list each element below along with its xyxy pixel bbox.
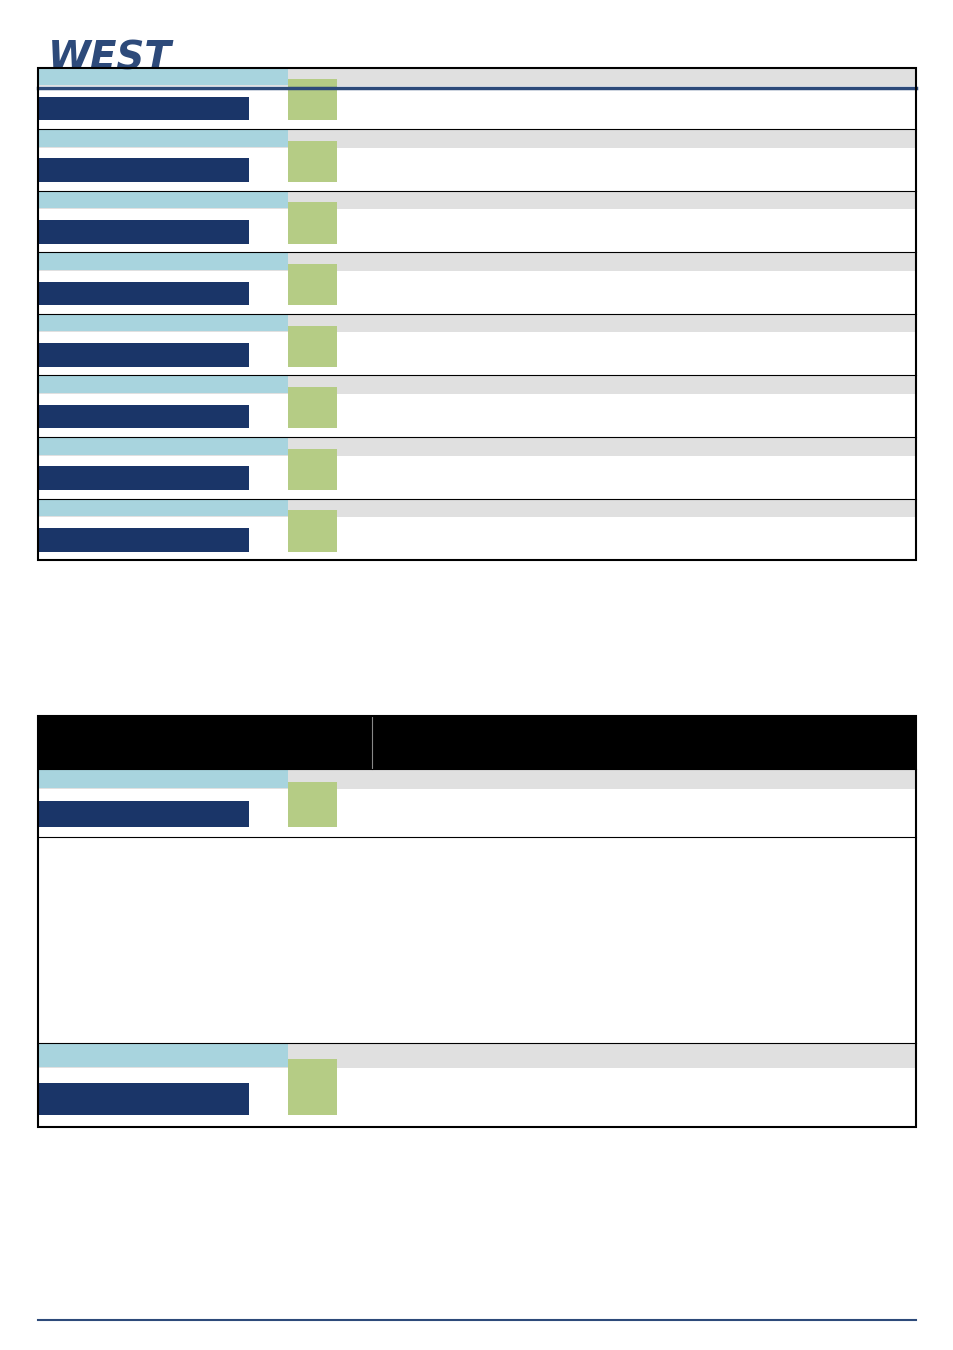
Bar: [38, 837, 915, 1042]
Bar: [38, 1044, 288, 1066]
Bar: [38, 315, 915, 332]
Bar: [38, 343, 249, 367]
Bar: [288, 782, 336, 828]
Bar: [38, 790, 915, 837]
Bar: [38, 220, 249, 243]
Bar: [38, 1068, 915, 1127]
Bar: [38, 190, 915, 209]
Bar: [38, 377, 288, 393]
Bar: [38, 209, 915, 252]
Bar: [38, 769, 288, 788]
Bar: [38, 455, 915, 498]
Bar: [38, 282, 249, 305]
Bar: [38, 716, 915, 1127]
Bar: [38, 97, 249, 120]
Bar: [38, 147, 915, 190]
Bar: [38, 192, 288, 208]
Bar: [38, 405, 249, 428]
Bar: [38, 802, 249, 828]
Bar: [38, 86, 915, 130]
Bar: [288, 325, 336, 367]
Bar: [288, 510, 336, 552]
Bar: [38, 315, 288, 332]
Bar: [38, 466, 249, 490]
Bar: [38, 769, 915, 790]
Bar: [38, 437, 288, 455]
Bar: [38, 1083, 249, 1115]
Bar: [38, 498, 915, 517]
Bar: [38, 130, 288, 147]
Bar: [38, 394, 915, 437]
Bar: [38, 500, 288, 516]
Bar: [38, 528, 249, 552]
Bar: [38, 517, 915, 560]
Text: WEST: WEST: [48, 39, 172, 77]
Bar: [38, 332, 915, 375]
Bar: [38, 271, 915, 315]
Bar: [38, 158, 249, 182]
Bar: [288, 1058, 336, 1115]
Bar: [38, 69, 288, 85]
Bar: [288, 387, 336, 428]
Bar: [38, 254, 288, 270]
Bar: [288, 448, 336, 490]
Bar: [288, 80, 336, 120]
Bar: [38, 68, 915, 560]
Bar: [38, 1042, 915, 1068]
Bar: [38, 437, 915, 455]
Bar: [288, 265, 336, 305]
Bar: [38, 252, 915, 271]
Bar: [38, 375, 915, 394]
Bar: [38, 68, 915, 86]
Bar: [38, 130, 915, 147]
Bar: [288, 140, 336, 182]
Bar: [38, 716, 915, 769]
Bar: [288, 202, 336, 243]
